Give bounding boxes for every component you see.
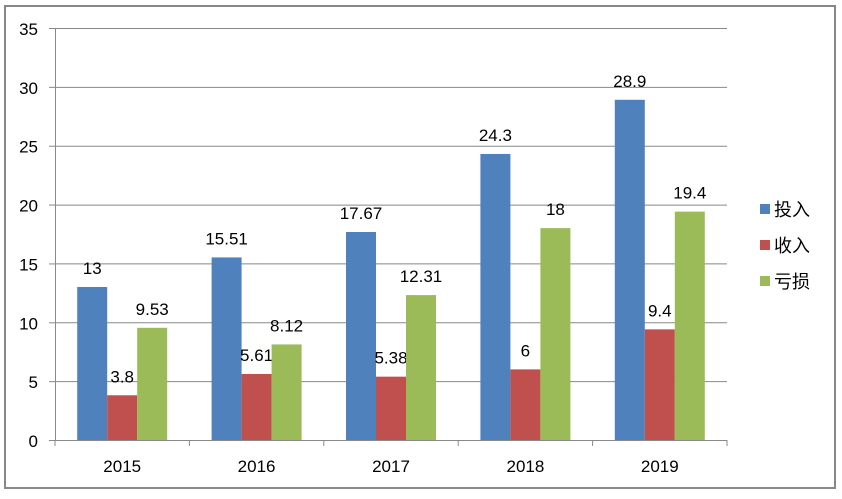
data-label: 9.53: [136, 300, 169, 319]
data-label: 8.12: [270, 316, 303, 335]
data-label: 5.61: [240, 346, 273, 365]
y-tick-label: 25: [19, 138, 38, 157]
legend-swatch-收入: [760, 240, 770, 250]
x-tick-label: 2019: [641, 457, 679, 476]
data-label: 13: [83, 259, 102, 278]
bar-收入-2016: [241, 373, 272, 440]
data-label: 15.51: [205, 229, 248, 248]
y-tick-label: 0: [29, 432, 38, 451]
bar-亏损-2015: [137, 327, 168, 440]
data-label: 24.3: [479, 126, 512, 145]
legend-label: 投入: [774, 200, 810, 220]
y-tick-label: 5: [29, 373, 38, 392]
bar-投入-2019: [614, 99, 645, 440]
legend-label: 亏损: [774, 272, 810, 292]
y-tick-label: 20: [19, 197, 38, 216]
data-label: 3.8: [110, 367, 134, 386]
y-tick-label: 15: [19, 255, 38, 274]
data-label: 17.67: [340, 204, 383, 223]
x-tick-label: 2017: [372, 457, 410, 476]
bar-亏损-2019: [674, 211, 705, 440]
data-label: 6: [521, 341, 530, 360]
bar-投入-2016: [211, 257, 242, 440]
bar-收入-2019: [644, 329, 675, 440]
bar-亏损-2016: [271, 344, 302, 440]
y-tick-label: 10: [19, 314, 38, 333]
legend-label: 收入: [774, 236, 810, 256]
data-label: 19.4: [673, 184, 706, 203]
chart-frame: [4, 5, 836, 489]
data-label: 18: [546, 200, 565, 219]
bar-收入-2018: [510, 369, 541, 440]
y-tick-label: 35: [19, 20, 38, 39]
data-label: 5.38: [374, 349, 407, 368]
bar-投入-2017: [346, 231, 376, 440]
bar-投入-2015: [77, 286, 108, 440]
data-label: 9.4: [648, 301, 672, 320]
bar-亏损-2018: [540, 228, 571, 440]
bar-收入-2017: [376, 376, 406, 440]
bar-亏损-2017: [406, 295, 436, 440]
x-tick-label: 2018: [506, 457, 544, 476]
legend-swatch-投入: [760, 204, 770, 214]
x-tick-label: 2015: [103, 457, 141, 476]
data-label: 12.31: [400, 267, 443, 286]
bar-投入-2018: [480, 153, 511, 440]
data-label: 28.9: [613, 72, 646, 91]
legend-swatch-亏损: [760, 276, 770, 286]
x-tick-label: 2016: [238, 457, 276, 476]
y-tick-label: 30: [19, 79, 38, 98]
bar-收入-2015: [107, 395, 138, 440]
